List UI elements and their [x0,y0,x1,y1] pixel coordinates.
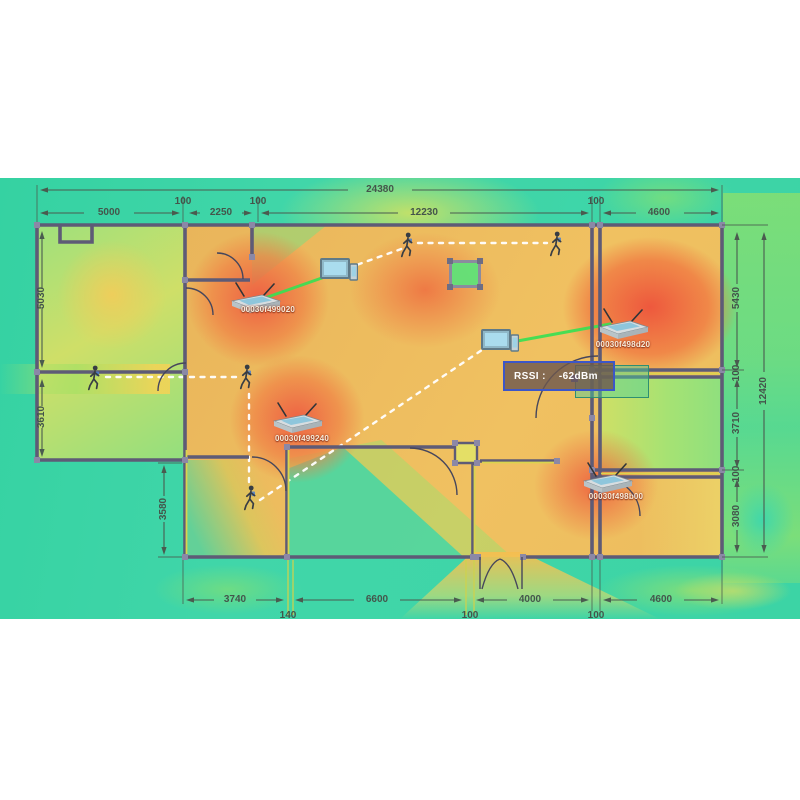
person-icon[interactable] [87,365,103,391]
dim-bottom-gap2: 100 [461,610,479,621]
access-point-icon[interactable] [582,460,634,494]
zone-handle[interactable] [477,284,483,290]
dim-right-gap1: 100 [731,364,742,382]
access-point-mac-label: 00030f499240 [274,434,329,443]
dim-top-seg3: 12230 [410,207,438,218]
dimension-extension-yellow [287,560,475,615]
zone-handle[interactable] [447,284,453,290]
dim-left-seg1: 5030 [36,286,47,310]
dim-bottom-seg3: 4000 [518,594,542,605]
zone-handle[interactable] [477,258,483,264]
rssi-tooltip-value: -62dBm [558,370,598,382]
dim-right-seg1: 5430 [731,286,742,310]
dimension-lines [36,185,768,615]
access-point-mac-label: 00030f498d20 [595,340,651,349]
access-point-mac-label: 00030f498b00 [588,492,644,501]
dim-bottom-seg2: 6600 [365,594,389,605]
rssi-tooltip: RSSI : -62dBm [503,361,615,391]
dim-top-seg2: 2250 [209,207,233,218]
dim-right-seg2: 3710 [731,411,742,435]
heat-topleft-room-warm [42,225,182,365]
zone-marker[interactable] [447,258,483,290]
access-point-icon[interactable] [598,306,650,340]
dim-right-total: 12420 [758,377,769,405]
dim-bottom-gap1: 140 [279,610,297,621]
wall-column [453,441,479,465]
dim-top-gap2: 100 [249,196,267,207]
person-icon[interactable] [239,364,255,390]
zone-handle[interactable] [447,258,453,264]
dimension-extension-lines [36,185,768,611]
dim-top-gap1: 100 [174,196,192,207]
dim-top-gap3: 100 [587,196,605,207]
laptop-icon[interactable] [481,328,519,354]
heat-rightbottom-yellow-edge [640,478,722,557]
laptop-icon[interactable] [320,257,358,283]
dim-right-gap2: 100 [731,465,742,483]
dim-bottom-seg4: 4600 [649,594,673,605]
dim-top-seg4: 4600 [647,207,671,218]
dim-bottom-seg1: 3740 [223,594,247,605]
rssi-tooltip-label: RSSI : [514,370,546,382]
heatmap-band [0,178,800,619]
dim-left-seg3: 3580 [158,497,169,521]
dim-top-total: 24380 [366,184,394,195]
person-icon[interactable] [400,232,416,258]
dim-left-seg2: 3610 [36,405,47,429]
person-icon[interactable] [549,231,565,257]
dim-bottom-gap3: 100 [587,610,605,621]
heat-bottomleft-green [140,560,315,619]
door-arcs [157,252,641,590]
walk-paths [104,241,549,502]
dim-top-seg1: 5000 [97,207,121,218]
access-point-mac-label: 00030f499020 [240,305,295,314]
dim-right-seg3: 3080 [731,504,742,528]
heat-left-door-band [0,364,170,394]
person-icon[interactable] [243,485,259,511]
wall-yellow-cores [185,372,720,555]
walls [34,222,725,560]
heat-bottomright-yellow [668,570,798,612]
access-point-icon[interactable] [272,400,324,434]
